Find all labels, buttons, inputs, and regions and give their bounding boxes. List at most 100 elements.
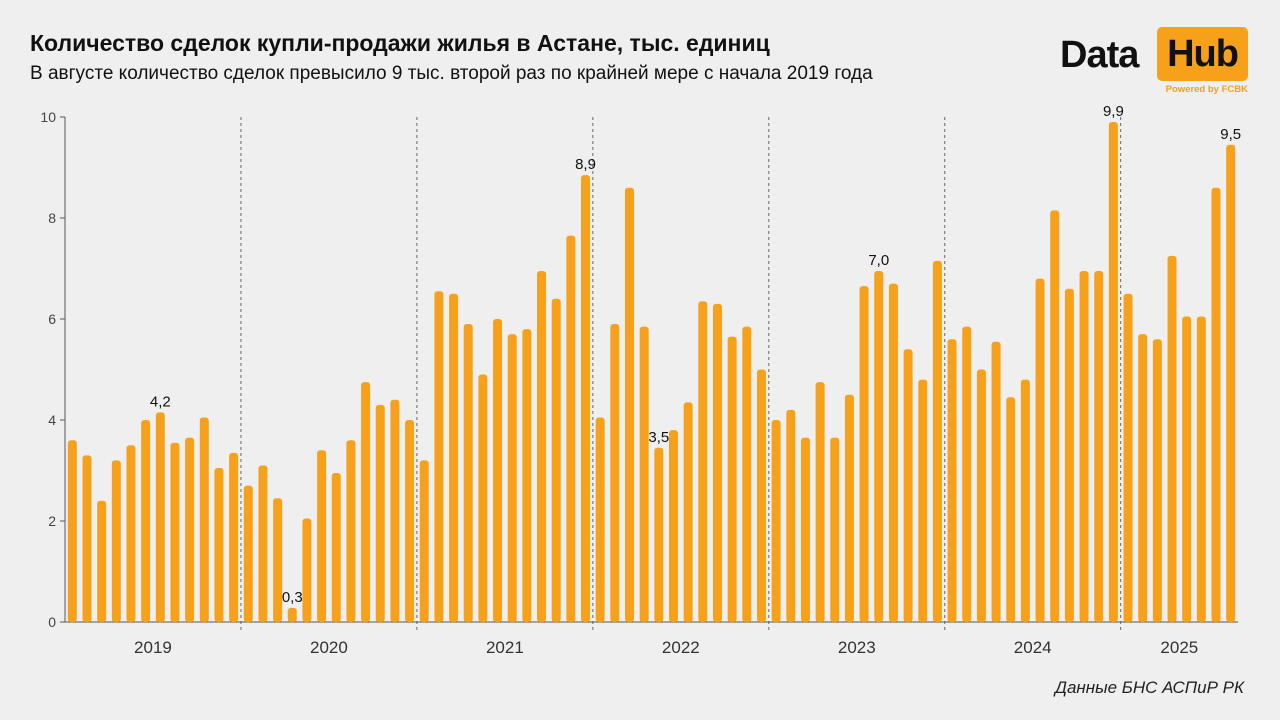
bar: [67, 440, 77, 622]
x-year-label: 2020: [310, 638, 348, 657]
bar: [449, 293, 459, 622]
datahub-logo: Data Hub Powered by FCBK: [1060, 27, 1250, 97]
bar: [815, 382, 825, 622]
bar: [1006, 397, 1016, 622]
logo-hub-box: Hub: [1157, 27, 1248, 81]
bar: [214, 467, 224, 622]
bar: [654, 447, 664, 622]
bar: [419, 460, 429, 622]
bar: [595, 417, 605, 622]
bar: [507, 334, 517, 622]
data-label: 0,3: [282, 589, 303, 606]
bar: [1138, 334, 1148, 622]
x-year-label: 2019: [134, 638, 172, 657]
bar: [155, 412, 165, 622]
bar: [742, 326, 752, 622]
chart-axes: 0 2 4 6 8 10 2019 2020 2021 2022 2023 2024 2025: [40, 109, 1238, 657]
bar: [287, 607, 297, 622]
bar: [126, 445, 136, 622]
bar: [243, 485, 253, 622]
bar: [346, 440, 356, 622]
bar: [1079, 271, 1089, 622]
bar: [199, 417, 209, 622]
x-year-label: 2022: [662, 638, 700, 657]
bar: [918, 379, 928, 622]
bar: [581, 175, 591, 622]
bar: [786, 409, 796, 622]
bar: [111, 460, 121, 622]
bar: [1196, 316, 1206, 622]
bar: [888, 283, 898, 622]
bar: [639, 326, 649, 622]
y-tick-label: 2: [48, 513, 56, 529]
bar: [874, 271, 884, 622]
bar: [273, 498, 283, 622]
logo-powered-by: Powered by FCBK: [1165, 84, 1248, 95]
bar: [229, 452, 239, 622]
y-tick-label: 8: [48, 210, 56, 226]
bar: [551, 298, 561, 622]
bar: [258, 465, 268, 622]
bar: [537, 271, 547, 622]
bar: [1152, 339, 1162, 622]
bar: [302, 518, 312, 622]
bar: [727, 336, 737, 622]
bar: [976, 369, 986, 622]
bar: [317, 450, 327, 622]
chart-bars: [67, 122, 1236, 623]
bar: [434, 291, 444, 622]
logo-data-text: Data: [1060, 34, 1139, 76]
bar: [1035, 278, 1045, 622]
bar: [566, 235, 576, 623]
bar: [1020, 379, 1030, 622]
bar: [478, 374, 488, 622]
x-year-label: 2025: [1160, 638, 1198, 657]
bar: [82, 455, 92, 622]
bar: [962, 326, 972, 622]
bar: [361, 382, 371, 622]
x-year-label: 2021: [486, 638, 524, 657]
bar: [756, 369, 766, 622]
bar: [712, 303, 722, 622]
bar: [493, 319, 503, 622]
bar: [375, 404, 385, 622]
bar: [463, 324, 473, 622]
x-year-label: 2023: [838, 638, 876, 657]
data-label: 7,0: [868, 252, 889, 269]
y-tick-label: 10: [40, 109, 56, 125]
bar: [522, 329, 532, 622]
bar: [1050, 210, 1060, 623]
bar: [331, 473, 341, 622]
data-source: Данные БНС АСПиР РК: [1054, 678, 1244, 697]
bar: [947, 339, 957, 622]
bar: [859, 286, 869, 622]
bar: [800, 437, 810, 622]
bar: [1064, 288, 1074, 622]
data-label: 9,9: [1103, 103, 1124, 120]
bar: [141, 420, 151, 622]
bar: [390, 399, 400, 622]
bar: [991, 341, 1001, 622]
bar: [771, 420, 781, 622]
bar: [1094, 271, 1104, 622]
bar: [1123, 293, 1133, 622]
bar: [1211, 187, 1221, 622]
x-year-label: 2024: [1014, 638, 1052, 657]
chart-title: Количество сделок купли-продажи жилья в …: [30, 30, 770, 56]
bar: [625, 187, 635, 622]
bar: [1182, 316, 1192, 622]
bar: [932, 260, 942, 622]
bar: [698, 301, 708, 622]
data-label: 4,2: [150, 393, 171, 410]
bar: [185, 437, 195, 622]
bar: [97, 500, 107, 622]
bar: [903, 349, 913, 622]
bar: [830, 437, 840, 622]
bar: [844, 394, 854, 622]
y-tick-label: 0: [48, 614, 56, 630]
data-label: 9,5: [1220, 126, 1241, 143]
y-tick-label: 4: [48, 412, 56, 428]
chart-subtitle: В августе количество сделок превысило 9 …: [30, 63, 873, 84]
bar: [405, 420, 415, 622]
